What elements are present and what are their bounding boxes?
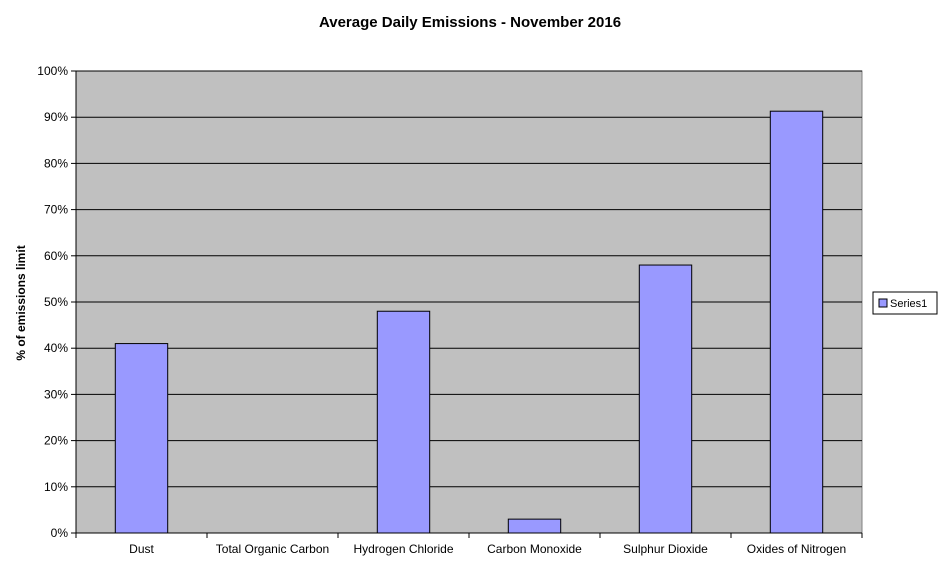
chart-title: Average Daily Emissions - November 2016 xyxy=(319,14,621,31)
y-tick-label: 80% xyxy=(44,156,68,170)
y-tick-label: 60% xyxy=(44,249,68,263)
y-tick-labels: 0% 10% 20% 30% 40% 50% 60% 70% 80% 90% 100% xyxy=(37,64,76,540)
x-tick-labels: Dust Total Organic Carbon Hydrogen Chlorid… xyxy=(75,533,863,556)
y-tick-label: 100% xyxy=(37,64,68,78)
legend-label: Series1 xyxy=(890,298,927,310)
x-tick-label: Carbon Monoxide xyxy=(487,542,582,556)
y-tick-label: 20% xyxy=(44,434,68,448)
x-tick-label: Dust xyxy=(129,542,154,556)
legend: Series1 xyxy=(872,291,938,315)
x-tick-label: Sulphur Dioxide xyxy=(623,542,708,556)
legend-swatch xyxy=(878,298,888,308)
bar-dust xyxy=(114,343,169,534)
bar-hydrogen-chloride xyxy=(376,310,431,534)
y-tick-label: 90% xyxy=(44,110,68,124)
y-tick-label: 0% xyxy=(51,526,69,540)
grid-lines xyxy=(76,70,862,488)
bar-sulphur-dioxide xyxy=(638,264,693,534)
bar-oxides-of-nitrogen xyxy=(769,110,824,534)
x-tick-label: Hydrogen Chloride xyxy=(353,542,453,556)
y-tick-label: 50% xyxy=(44,295,68,309)
y-tick-label: 70% xyxy=(44,203,68,217)
x-tick-label: Total Organic Carbon xyxy=(216,542,329,556)
y-tick-label: 10% xyxy=(44,480,68,494)
y-axis-label: % of emissions limit xyxy=(14,245,28,360)
x-tick-label: Oxides of Nitrogen xyxy=(747,542,846,556)
y-tick-label: 40% xyxy=(44,341,68,355)
bar-carbon-monoxide xyxy=(507,518,562,534)
legend-box xyxy=(872,291,938,315)
y-tick-label: 30% xyxy=(44,387,68,401)
